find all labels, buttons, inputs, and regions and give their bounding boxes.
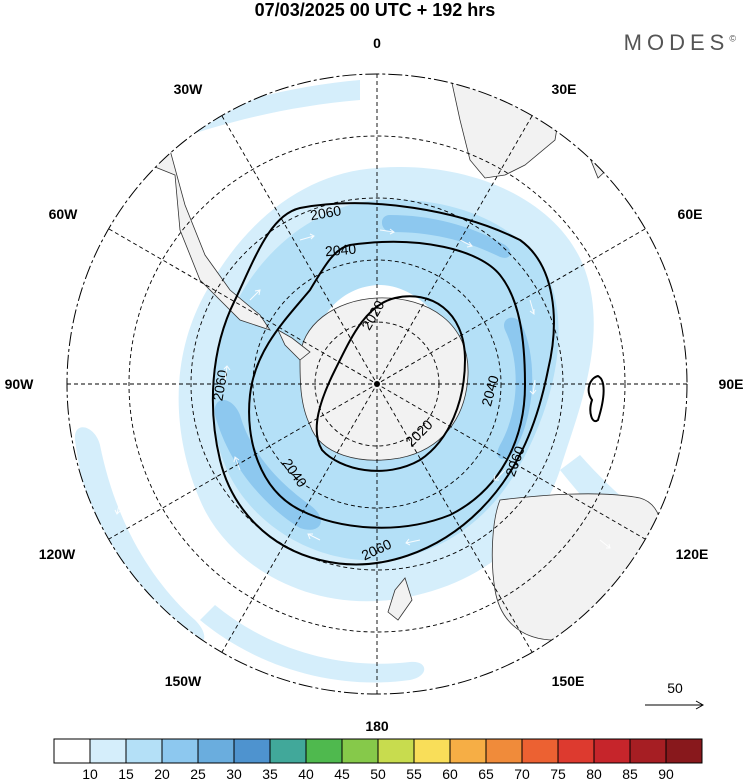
colorbar-label: 55 (406, 766, 422, 782)
colorbar-swatch (53, 738, 91, 764)
contour-label: 2040 (324, 241, 357, 260)
wind-vector (599, 539, 611, 549)
colorbar-label: 45 (334, 766, 350, 782)
wind-vector (493, 469, 506, 481)
colorbar-label: 60 (442, 766, 458, 782)
colorbar-label: 40 (298, 766, 314, 782)
meridian-label: 90W (5, 376, 35, 392)
contour-label: 2040 (478, 373, 502, 407)
map-disc: 2020 2020 2040 2040 2040 2060 2060 2060 … (67, 74, 687, 694)
wind-vector (529, 379, 537, 395)
colorbar-swatch (305, 738, 343, 764)
colorbar-swatch (125, 738, 163, 764)
land-madagascar (589, 149, 616, 179)
colorbar-swatch (377, 738, 415, 764)
brand-mark: © (729, 33, 736, 44)
meridian-label: 60W (49, 206, 79, 222)
colorbar-swatch (341, 738, 379, 764)
colorbar-swatch (485, 738, 523, 764)
brand-logo: MODES© (624, 30, 736, 56)
colorbar-swatch (269, 738, 307, 764)
wind-patch-sw-ocean (74, 427, 205, 645)
colorbar-swatch (593, 738, 631, 764)
contour-2020 (315, 295, 467, 472)
map-boundary (66, 73, 688, 695)
colorbar-label: 80 (586, 766, 602, 782)
colorbar-swatch (557, 738, 595, 764)
south-pole-marker (374, 381, 380, 387)
meridian-label: 90E (719, 376, 744, 392)
wind-vector (379, 228, 395, 235)
wind-jet-top (381, 215, 511, 258)
latitude-circle (190, 197, 564, 571)
wind-vector (114, 499, 121, 515)
reference-vector-arrowhead (695, 700, 705, 710)
contour-2040 (248, 240, 527, 529)
wind-vector (459, 239, 473, 248)
colorbar-swatch (413, 738, 451, 764)
meridian-label: 30E (552, 81, 577, 97)
colorbar-swatch (665, 738, 703, 764)
wind-vectors (114, 228, 611, 611)
land-new-zealand (387, 577, 413, 621)
land-antarctica (299, 297, 469, 461)
meridian-label: 30W (174, 81, 204, 97)
meridian-label: 180 (365, 718, 389, 734)
colorbar-label: 50 (370, 766, 386, 782)
wind-patch-north (180, 80, 360, 135)
colorbar-label: 35 (262, 766, 278, 782)
meridian-label: 150W (165, 673, 202, 689)
meridian-label: 0 (373, 35, 381, 51)
brand-name: MODES (623, 30, 730, 55)
land-tasmania (544, 649, 566, 669)
land-antarctic-peninsula (277, 329, 311, 361)
colorbar-label: 20 (154, 766, 170, 782)
colorbar-label: 15 (118, 766, 134, 782)
meridian-label: 120E (676, 546, 709, 562)
wind-vector (299, 233, 315, 241)
colorbar-swatch (89, 738, 127, 764)
colorbar-label: 30 (226, 766, 242, 782)
colorbar-swatch (449, 738, 487, 764)
land-australia (491, 493, 662, 641)
meridian-label: 120W (39, 546, 76, 562)
meridian-labels: 0 30E 60E 90E 120E 150E 180 150W 120W 90… (5, 35, 744, 734)
colorbar-swatch (197, 738, 235, 764)
contour-closed-low (587, 374, 605, 423)
wind-vector (233, 456, 241, 471)
geopotential-contours (211, 202, 605, 566)
wind-vector (249, 289, 261, 301)
colorbar-label: 10 (82, 766, 98, 782)
wind-vector (529, 299, 535, 315)
colorbar-swatch (161, 738, 199, 764)
wind-patch-south-ocean (200, 605, 425, 683)
wind-vector (179, 599, 191, 611)
latitude-circle (128, 135, 626, 633)
colorbar-label: 70 (514, 766, 530, 782)
meridian-label: 60E (678, 206, 703, 222)
colorbar-swatch (233, 738, 271, 764)
colorbar-label: 65 (478, 766, 494, 782)
reference-vector-label: 50 (667, 680, 683, 696)
colorbar-swatch (629, 738, 667, 764)
map-title: 07/03/2025 00 UTC + 192 hrs (254, 0, 496, 20)
colorbar-swatch (521, 738, 559, 764)
contour-2060 (211, 202, 555, 566)
colorbar-label: 25 (190, 766, 206, 782)
land-africa (449, 74, 561, 179)
colorbar-label: 85 (622, 766, 638, 782)
wind-vector (405, 538, 421, 546)
wind-jet-lower-left (214, 400, 321, 530)
reference-vector: 50 (645, 680, 705, 710)
colorbar-label: 75 (550, 766, 566, 782)
wind-band-core (212, 199, 559, 561)
meridian-label: 150E (552, 673, 585, 689)
colorbar: 10 15 20 25 30 35 40 45 50 55 60 65 70 75 80 85 90 (53, 738, 703, 782)
colorbar-label: 90 (658, 766, 674, 782)
wind-vector (223, 365, 231, 381)
wind-vector (307, 533, 321, 541)
